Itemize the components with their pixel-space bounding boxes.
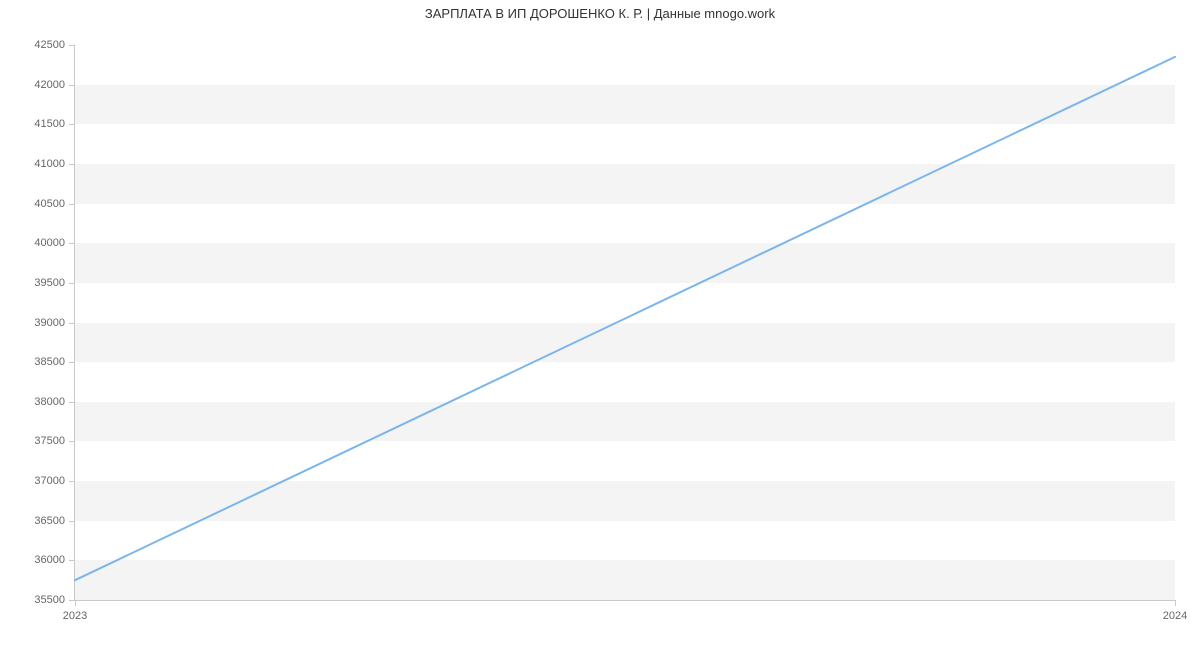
x-axis-line bbox=[75, 600, 1175, 601]
x-tick bbox=[1175, 600, 1176, 606]
x-tick-label: 2023 bbox=[63, 610, 87, 622]
y-tick-label: 40000 bbox=[15, 237, 65, 249]
y-tick-label: 38000 bbox=[15, 396, 65, 408]
y-tick-label: 39000 bbox=[15, 317, 65, 329]
y-tick-label: 38500 bbox=[15, 356, 65, 368]
series-line bbox=[75, 45, 1175, 600]
y-tick-label: 40500 bbox=[15, 198, 65, 210]
y-tick-label: 42500 bbox=[15, 39, 65, 51]
y-tick-label: 42000 bbox=[15, 79, 65, 91]
y-tick-label: 36500 bbox=[15, 515, 65, 527]
chart-container: ЗАРПЛАТА В ИП ДОРОШЕНКО К. Р. | Данные m… bbox=[0, 0, 1200, 650]
y-tick-label: 37500 bbox=[15, 435, 65, 447]
x-tick-label: 2024 bbox=[1163, 610, 1187, 622]
y-tick-label: 35500 bbox=[15, 594, 65, 606]
y-tick-label: 41000 bbox=[15, 158, 65, 170]
plot-area: 3550036000365003700037500380003850039000… bbox=[75, 45, 1175, 600]
x-tick bbox=[75, 600, 76, 606]
y-tick-label: 37000 bbox=[15, 475, 65, 487]
y-tick-label: 36000 bbox=[15, 554, 65, 566]
chart-title: ЗАРПЛАТА В ИП ДОРОШЕНКО К. Р. | Данные m… bbox=[0, 6, 1200, 21]
y-tick-label: 39500 bbox=[15, 277, 65, 289]
y-tick-label: 41500 bbox=[15, 118, 65, 130]
